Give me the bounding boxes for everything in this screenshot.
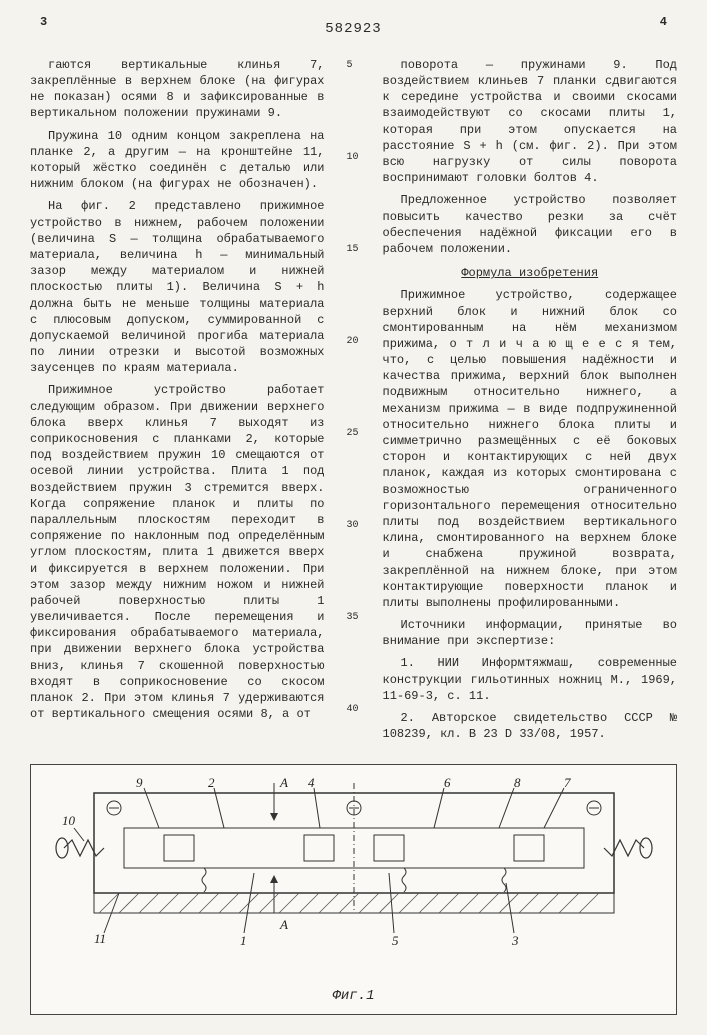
ref-1: 1: [240, 933, 247, 948]
section-A-top: A: [279, 775, 288, 790]
linenum: 10: [347, 151, 361, 165]
linenum: 30: [347, 519, 361, 533]
source-item: 1. НИИ Информтяжмаш, современные констру…: [383, 655, 678, 704]
ref-6: 6: [444, 775, 451, 790]
ref-9: 9: [136, 775, 143, 790]
page-number-right: 4: [660, 14, 667, 30]
ref-11: 11: [94, 931, 106, 946]
figure-1: 9 2 4 6 8 7 10 11 1 5 3 A A Фиг.1: [30, 764, 677, 1015]
paragraph: Прижимное устройство, содержащее верхний…: [383, 287, 678, 611]
figure-caption: Фиг.1: [39, 987, 668, 1006]
linenum: 15: [347, 243, 361, 257]
section-A-bottom: A: [279, 917, 288, 932]
ref-3: 3: [511, 933, 519, 948]
linenum: 5: [347, 59, 361, 73]
formula-title: Формула изобретения: [383, 265, 678, 281]
paragraph: Пружина 10 одним концом закреплена на пл…: [30, 128, 325, 193]
ref-4: 4: [308, 775, 315, 790]
linenum: 40: [347, 703, 361, 717]
patent-number: 582923: [30, 20, 677, 39]
linenum: 35: [347, 611, 361, 625]
figure-svg: 9 2 4 6 8 7 10 11 1 5 3 A A: [44, 773, 664, 983]
linenum: 25: [347, 427, 361, 441]
ref-10: 10: [62, 813, 76, 828]
line-number-gutter: 5 10 15 20 25 30 35 40: [347, 57, 361, 749]
source-item: 2. Авторское свидетельство СССР № 108239…: [383, 710, 678, 742]
page-number-left: 3: [40, 14, 47, 30]
column-left: гаются вертикальные клинья 7, закреплённ…: [30, 57, 325, 749]
ref-5: 5: [392, 933, 399, 948]
ref-2: 2: [208, 775, 215, 790]
ref-7: 7: [564, 775, 571, 790]
linenum: 20: [347, 335, 361, 349]
sources-title: Источники информации, принятые во вниман…: [383, 617, 678, 649]
text-columns: гаются вертикальные клинья 7, закреплённ…: [30, 57, 677, 749]
paragraph: гаются вертикальные клинья 7, закреплённ…: [30, 57, 325, 122]
column-right: поворота — пружинами 9. Под воздействием…: [383, 57, 678, 749]
paragraph: На фиг. 2 представлено прижимное устройс…: [30, 198, 325, 376]
ref-8: 8: [514, 775, 521, 790]
paragraph: Предложенное устройство позволяет повыси…: [383, 192, 678, 257]
paragraph: поворота — пружинами 9. Под воздействием…: [383, 57, 678, 187]
paragraph: Прижимное устройство работает следующим …: [30, 382, 325, 722]
